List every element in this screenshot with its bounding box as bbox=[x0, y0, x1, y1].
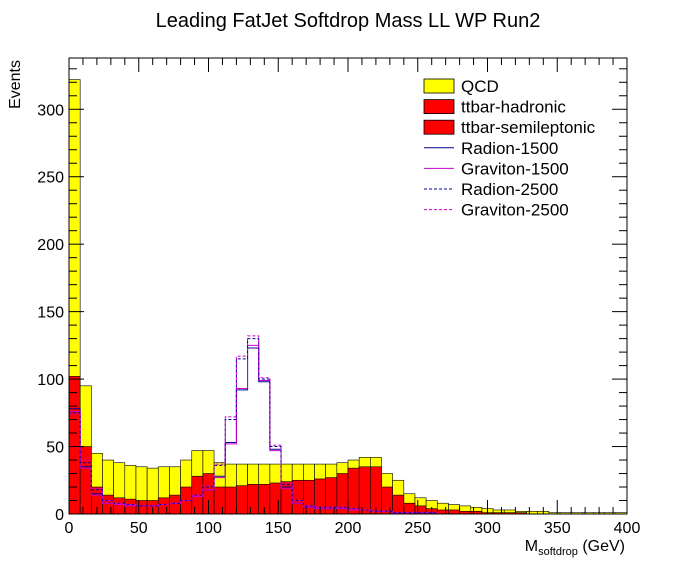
bar-ttbar-semileptonic bbox=[336, 473, 349, 515]
x-tick-label: 150 bbox=[265, 520, 292, 537]
legend-entry: QCD bbox=[423, 77, 499, 96]
bar-ttbar-semileptonic bbox=[135, 500, 148, 515]
x-axis-label-unit: (GeV) bbox=[578, 538, 625, 555]
legend-swatch bbox=[423, 99, 455, 114]
x-axis: 0 50 100 150 200 250 300 350 400 bbox=[65, 58, 641, 537]
bar-ttbar-semileptonic bbox=[79, 446, 92, 515]
x-axis-label-main: M bbox=[525, 538, 538, 555]
legend-label: Radion-2500 bbox=[461, 180, 558, 199]
x-tick-label: 50 bbox=[130, 520, 148, 537]
plot-area: 0 50 100 150 200 250 300 350 400 0 50 100 150 200 250… bbox=[37, 57, 641, 537]
signal-graviton-2500 bbox=[68, 335, 627, 515]
legend-label: QCD bbox=[461, 77, 499, 96]
bar-ttbar-semileptonic bbox=[124, 498, 137, 515]
legend-entry: ttbar-semileptonic bbox=[423, 118, 596, 137]
y-axis-label: Events bbox=[7, 60, 24, 109]
bar-ttbar-semileptonic bbox=[280, 481, 293, 515]
legend-entry: Radion-2500 bbox=[424, 180, 558, 199]
legend-entry: Graviton-1500 bbox=[424, 159, 569, 178]
y-tick-label: 100 bbox=[37, 372, 64, 389]
y-tick-label: 300 bbox=[37, 102, 64, 119]
bar-ttbar-semileptonic bbox=[436, 509, 449, 515]
y-axis: 0 50 100 150 200 250 300 bbox=[37, 68, 627, 524]
x-axis-label: Msoftdrop (GeV) bbox=[525, 538, 625, 558]
bar-ttbar-semileptonic bbox=[247, 484, 260, 515]
bar-ttbar-semileptonic bbox=[347, 467, 360, 515]
bar-ttbar-semileptonic bbox=[102, 494, 114, 515]
legend-label: Graviton-1500 bbox=[461, 159, 569, 178]
bar-ttbar-semileptonic bbox=[236, 485, 248, 515]
bar-ttbar-semileptonic bbox=[358, 466, 371, 515]
bar-ttbar-semileptonic bbox=[113, 497, 126, 515]
bar-ttbar-semileptonic bbox=[224, 486, 237, 515]
x-tick-label: 350 bbox=[544, 520, 571, 537]
bar-ttbar-semileptonic bbox=[381, 486, 393, 515]
legend-entry: Graviton-2500 bbox=[424, 201, 569, 220]
bar-ttbar-semileptonic bbox=[269, 482, 282, 515]
x-tick-label: 300 bbox=[474, 520, 501, 537]
legend-entry: ttbar-hadronic bbox=[423, 98, 566, 117]
bar-ttbar-semileptonic bbox=[213, 486, 226, 515]
legend-label: ttbar-hadronic bbox=[461, 98, 566, 117]
bar-ttbar-semileptonic bbox=[303, 479, 315, 515]
bar-ttbar-semileptonic bbox=[370, 466, 382, 515]
x-tick-label: 0 bbox=[65, 520, 74, 537]
chart-title: Leading FatJet Softdrop Mass LL WP Run2 bbox=[156, 10, 541, 32]
x-tick-label: 200 bbox=[335, 520, 362, 537]
y-tick-label: 250 bbox=[37, 170, 64, 187]
bar-ttbar-semileptonic bbox=[448, 509, 460, 515]
y-tick-label: 150 bbox=[37, 305, 64, 322]
bar-ttbar-semileptonic bbox=[392, 494, 405, 515]
legend-label: Graviton-2500 bbox=[461, 201, 569, 220]
x-tick-label: 250 bbox=[404, 520, 431, 537]
legend-entry: Radion-1500 bbox=[424, 139, 558, 158]
x-tick-label: 400 bbox=[614, 520, 641, 537]
bar-ttbar-semileptonic bbox=[169, 494, 181, 515]
legend-swatch bbox=[423, 119, 455, 135]
bar-ttbar-semileptonic bbox=[157, 497, 170, 515]
x-axis-label-sub: softdrop bbox=[538, 546, 578, 558]
legend-swatch bbox=[423, 78, 455, 94]
legend-label: Radion-1500 bbox=[461, 139, 558, 158]
legend-label: ttbar-semileptonic bbox=[461, 118, 596, 137]
y-tick-label: 50 bbox=[46, 440, 64, 457]
y-tick-label: 0 bbox=[55, 507, 64, 524]
bar-ttbar-semileptonic bbox=[291, 479, 304, 515]
bar-ttbar-semileptonic bbox=[68, 376, 81, 515]
y-tick-label: 200 bbox=[37, 237, 64, 254]
x-tick-label: 100 bbox=[195, 520, 222, 537]
